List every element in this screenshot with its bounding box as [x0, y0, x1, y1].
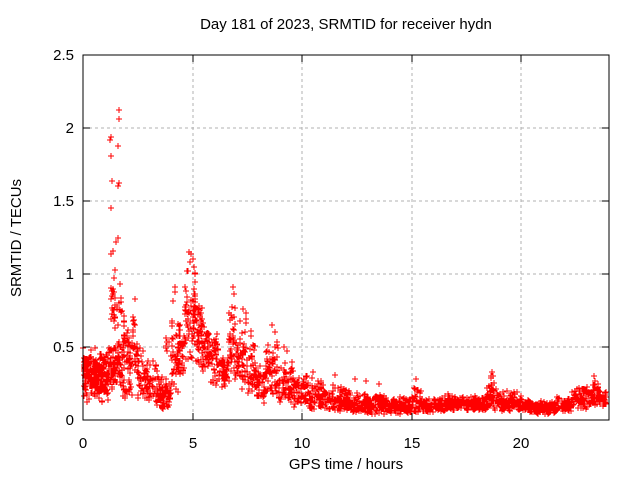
y-tick-label: 1	[66, 266, 74, 283]
y-tick-labels: 0 0.5 1 1.5 2 2.5	[53, 47, 74, 429]
plot-border	[82, 54, 610, 421]
y-axis-label: SRMTID / TECUs	[8, 178, 25, 298]
x-axis-label: GPS time / hours	[288, 456, 404, 473]
chart-title: Day 181 of 2023, SRMTID for receiver hyd…	[200, 16, 492, 33]
x-tick-label: 20	[513, 435, 530, 452]
axis-ticks	[82, 54, 609, 421]
x-tick-label: 0	[79, 435, 87, 452]
x-tick-label: 15	[404, 435, 421, 452]
y-tick-label: 0	[66, 412, 74, 429]
scatter-points	[80, 107, 609, 417]
gridlines	[83, 55, 609, 420]
x-tick-label: 5	[189, 435, 197, 452]
x-tick-label: 10	[294, 435, 311, 452]
y-tick-label: 1.5	[53, 193, 74, 210]
y-tick-label: 0.5	[53, 339, 74, 356]
y-tick-label: 2.5	[53, 47, 74, 64]
x-tick-labels: 0 5 10 15 20	[79, 435, 530, 452]
y-tick-label: 2	[66, 120, 74, 137]
